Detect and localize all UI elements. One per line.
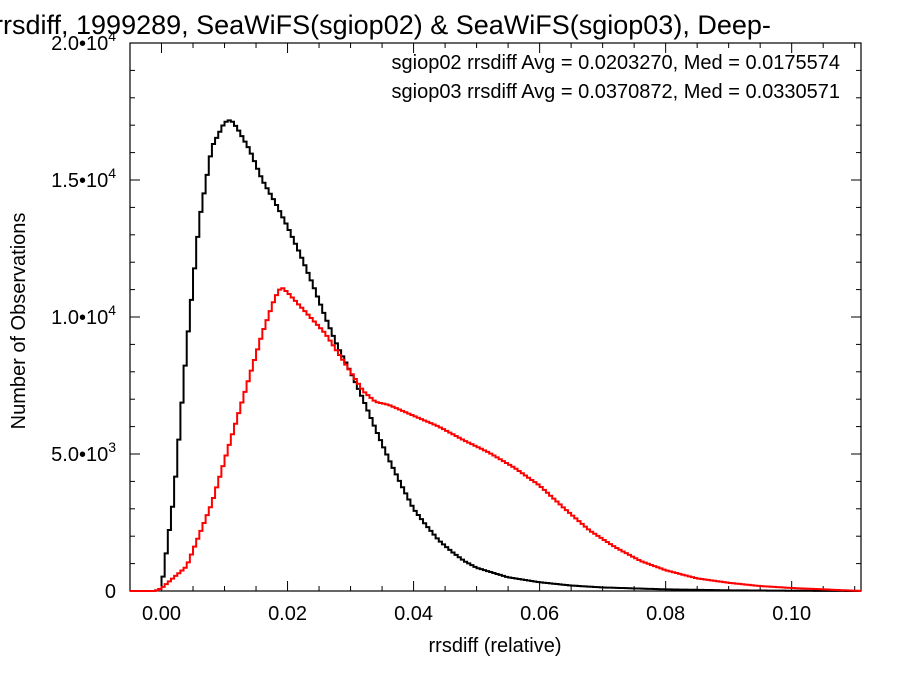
- y-tick-label: 2.0•104: [51, 28, 116, 55]
- x-axis: 0.00 0.02 0.04 0.06 0.08 0.10: [142, 43, 856, 625]
- y-tick-exponent: 4: [108, 165, 116, 181]
- y-tick-label: 5.0•103: [51, 439, 116, 466]
- y-axis-label: Number of Observations: [8, 213, 30, 430]
- histogram-series-1: [130, 287, 861, 592]
- y-tick-mantissa: 0: [105, 581, 116, 603]
- y-tick-exponent: 3: [108, 439, 116, 455]
- y-tick-mantissa: 1.0•10: [51, 307, 108, 329]
- y-tick-mantissa: 5.0•10: [51, 444, 108, 466]
- y-tick-label: 0: [105, 581, 116, 603]
- x-tick-label: 0.02: [268, 603, 307, 625]
- chart-title: rrsdiff, 1999289, SeaWiFS(sgiop02) & Sea…: [0, 10, 771, 40]
- series-layer: [130, 119, 861, 592]
- y-tick-exponent: 4: [108, 302, 116, 318]
- plot-area: [129, 42, 862, 592]
- x-axis-label: rrsdiff (relative): [429, 635, 562, 657]
- y-tick-mantissa: 2.0•10: [51, 33, 108, 55]
- x-tick-label: 0.08: [646, 603, 685, 625]
- y-tick-label: 1.0•104: [51, 302, 116, 329]
- y-tick-label: 1.5•104: [51, 165, 116, 192]
- annotation-sgiop02: sgiop02 rrsdiff Avg = 0.0203270, Med = 0…: [392, 52, 841, 74]
- x-tick-label: 0.04: [394, 603, 433, 625]
- histogram-series-0: [130, 119, 861, 592]
- y-tick-exponent: 4: [108, 28, 116, 44]
- annotation-sgiop03: sgiop03 rrsdiff Avg = 0.0370872, Med = 0…: [392, 81, 841, 103]
- x-tick-label: 0.10: [772, 603, 811, 625]
- plot-frame: [129, 42, 862, 592]
- x-tick-label: 0.06: [520, 603, 559, 625]
- x-tick-label: 0.00: [142, 603, 181, 625]
- y-tick-mantissa: 1.5•10: [51, 170, 108, 192]
